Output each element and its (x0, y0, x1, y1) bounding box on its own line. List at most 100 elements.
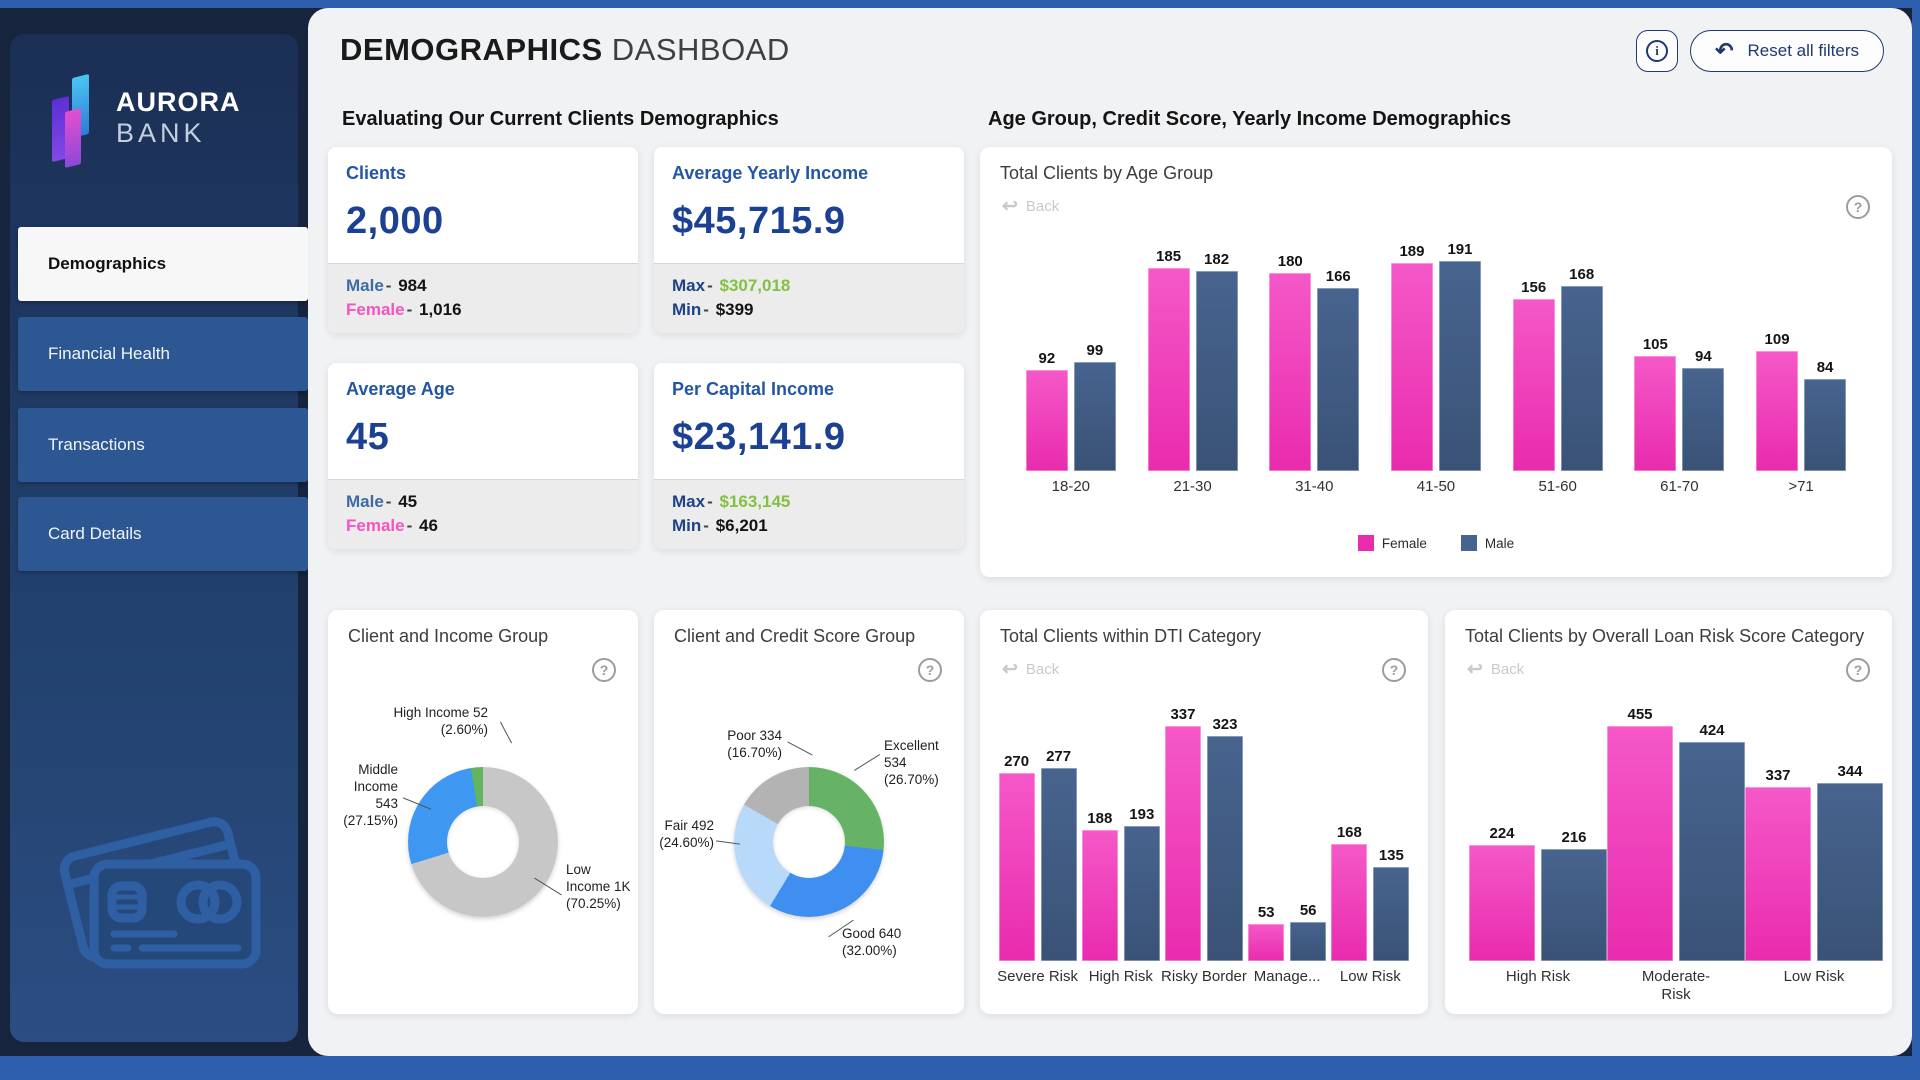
bar-value-label: 99 (1083, 342, 1107, 359)
bar-value-label: 168 (1333, 824, 1365, 841)
legend-label: Female (1381, 535, 1427, 551)
bar-value-label: 189 (1396, 243, 1428, 260)
bar-male[interactable]: 182 (1195, 251, 1238, 471)
separator: - (385, 492, 392, 511)
category-label: 31-40 (1295, 478, 1334, 495)
category-label: Severe Risk (997, 968, 1079, 985)
kpi-row-key: Max (672, 492, 706, 511)
bar-female[interactable]: 337 (1164, 706, 1201, 961)
back-button[interactable]: ↩ Back (1002, 195, 1059, 218)
category-label: 21-30 (1173, 478, 1212, 495)
right-section-title: Age Group, Credit Score, Yearly Income D… (988, 108, 1512, 130)
bar-male[interactable]: 344 (1817, 763, 1883, 961)
slice-label-high-income: High Income 52 (2.60%) (393, 705, 488, 737)
bar-value-label: 216 (1558, 829, 1590, 846)
bar-female[interactable]: 185 (1147, 248, 1190, 471)
bar-female[interactable]: 188 (1081, 810, 1118, 961)
help-icon[interactable]: ? (918, 658, 942, 682)
kpi-label: Average Yearly Income (672, 163, 869, 183)
category-label: 41-50 (1416, 478, 1456, 495)
bar-male[interactable]: 323 (1206, 716, 1243, 961)
bar-value-label: 94 (1692, 348, 1715, 365)
bar-male[interactable]: 424 (1679, 722, 1745, 961)
kpi-sub-panel: Max - $163,145 Min - $6,201 (654, 479, 964, 549)
category-label: Low Risk (1339, 968, 1401, 985)
bar-female[interactable]: 189 (1390, 243, 1433, 471)
back-button[interactable]: ↩ Back (1467, 658, 1524, 681)
bar-value-label: 344 (1834, 763, 1866, 780)
credit-cards-icon (59, 817, 261, 969)
bar-female[interactable]: 53 (1248, 904, 1285, 961)
bar-group: 224 216 High Risk (1469, 726, 1607, 985)
bar-male[interactable]: 216 (1541, 829, 1607, 961)
kpi-row-key: Male (346, 276, 384, 295)
brand-name-line1: AURORA (116, 87, 241, 117)
legend-item-female[interactable]: Female (1357, 535, 1427, 551)
back-label: Back (1490, 661, 1525, 678)
kpi-value: $23,141.9 (672, 416, 846, 458)
legend-item-male[interactable]: Male (1460, 535, 1514, 551)
bar-female[interactable]: 455 (1607, 706, 1673, 961)
bar-female[interactable]: 168 (1331, 824, 1368, 961)
bar-female[interactable]: 105 (1634, 336, 1677, 471)
bar-male[interactable]: 99 (1073, 342, 1116, 471)
bar-group: 156 168 51-60 (1512, 261, 1603, 495)
info-button[interactable]: i (1636, 30, 1679, 72)
sidebar-item-financial-health[interactable]: Financial Health (18, 317, 308, 391)
bar-value-label: 193 (1126, 806, 1158, 823)
bar-male[interactable]: 94 (1682, 348, 1725, 471)
help-icon[interactable]: ? (1382, 658, 1406, 682)
brand: AURORA BANK (52, 73, 241, 168)
bar-group: 105 94 61-70 (1634, 261, 1725, 495)
bar-female[interactable]: 180 (1269, 253, 1312, 471)
bar-male[interactable]: 193 (1123, 806, 1160, 961)
sidebar-item-card-details[interactable]: Card Details (18, 497, 308, 571)
bar-female[interactable]: 92 (1025, 350, 1068, 471)
bar-male[interactable]: 191 (1438, 241, 1481, 471)
back-button[interactable]: ↩ Back (1002, 658, 1059, 681)
bar-male[interactable]: 277 (1040, 748, 1077, 961)
help-icon[interactable]: ? (1846, 658, 1870, 682)
bar-value-label: 168 (1566, 266, 1598, 283)
reset-filters-button[interactable]: ↶ Reset all filters (1690, 30, 1884, 72)
risk-bar-plot: 224 216 High Risk 455 424 Moderate-Risk 337 344… (1469, 706, 1883, 1003)
bar-group: 180 166 31-40 (1269, 253, 1360, 495)
kpi-row-key: Min (672, 300, 702, 319)
help-icon[interactable]: ? (1846, 195, 1870, 219)
donut-hole (447, 806, 519, 878)
separator: - (703, 516, 709, 535)
bar-male[interactable]: 168 (1560, 266, 1603, 471)
bar-male[interactable]: 135 (1373, 847, 1410, 961)
credit-score-donut[interactable] (734, 767, 884, 917)
bar-male[interactable]: 56 (1290, 902, 1327, 961)
category-label: 51-60 (1538, 478, 1577, 495)
bar-group: 337 323 Risky Border (1161, 706, 1247, 985)
bar-group: 455 424 Moderate-Risk (1607, 706, 1745, 1003)
slice-label-low-income: Low Income 1K (70.25%) (566, 862, 631, 911)
kpi-label: Average Age (346, 379, 455, 399)
separator: - (406, 300, 413, 319)
bar-group: 188 193 High Risk (1081, 726, 1160, 985)
sidebar-item-demographics[interactable]: Demographics (18, 227, 308, 301)
category-label: Risky Border (1161, 968, 1247, 985)
help-icon[interactable]: ? (592, 658, 616, 682)
leader-line (499, 721, 513, 744)
income-group-donut[interactable] (408, 767, 558, 917)
bar-male[interactable]: 166 (1317, 268, 1360, 471)
back-label: Back (1025, 198, 1060, 215)
bar-male[interactable]: 84 (1804, 359, 1847, 471)
bar-group: 168 135 Low Risk (1331, 726, 1410, 985)
bar-female[interactable]: 224 (1469, 825, 1535, 961)
bar-group: 92 99 18-20 (1025, 261, 1116, 495)
page-title-light: DASHBOAD (611, 32, 790, 67)
bar-female[interactable]: 270 (998, 753, 1035, 961)
bar-value-label: 156 (1518, 279, 1550, 296)
bar-female[interactable]: 109 (1756, 331, 1799, 471)
age-group-bar-plot: 92 99 18-20 185 182 21-30 180 166 31-40 189 191 41-… (1010, 241, 1862, 495)
sidebar-item-transactions[interactable]: Transactions (18, 408, 308, 482)
bar-female[interactable]: 156 (1512, 279, 1555, 471)
kpi-sub-panel: Max - $307,018 Min - $399 (654, 263, 964, 333)
kpi-row-key: Max (672, 276, 706, 295)
bar-female[interactable]: 337 (1745, 767, 1811, 961)
kpi-label: Per Capital Income (672, 379, 835, 399)
